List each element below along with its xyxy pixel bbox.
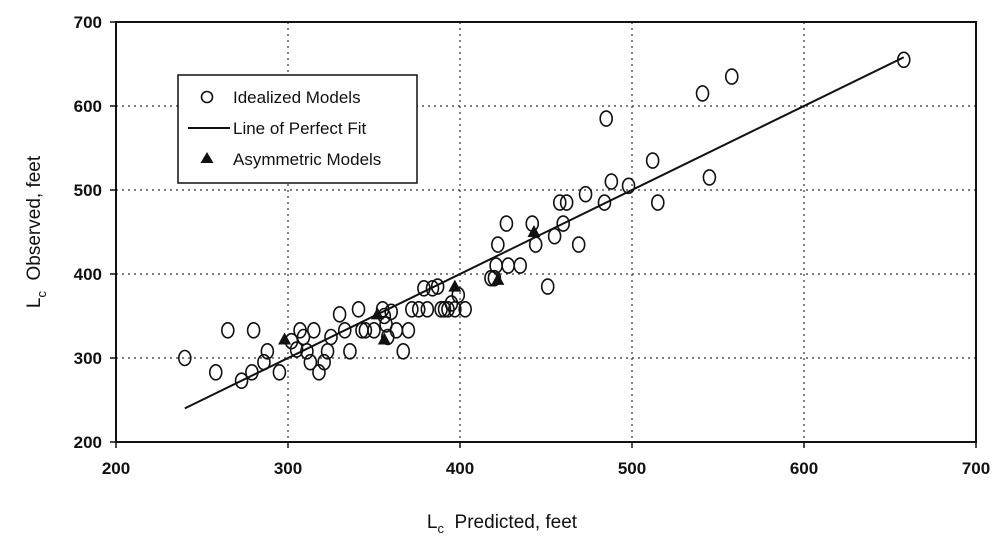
idealized-model-point	[324, 328, 338, 346]
idealized-model-point	[425, 279, 440, 297]
idealized-model-point	[578, 185, 593, 203]
y-tick-label: 700	[74, 13, 102, 32]
idealized-model-point	[702, 169, 717, 186]
idealized-model-point	[337, 321, 352, 339]
idealized-model-point	[411, 300, 426, 318]
asymmetric-model-point	[448, 279, 462, 292]
idealized-model-point	[289, 341, 304, 358]
idealized-model-point	[396, 342, 411, 360]
idealized-model-point	[420, 300, 435, 318]
idealized-model-point	[401, 321, 416, 339]
idealized-model-point	[540, 278, 555, 295]
idealized-model-point	[547, 227, 562, 245]
idealized-model-point	[351, 300, 366, 318]
idealized-model-point	[528, 236, 543, 253]
idealized-model-point	[221, 321, 235, 339]
idealized-model-point	[430, 278, 445, 295]
legend-label-asymmetric: Asymmetric Models	[233, 150, 381, 169]
x-tick-label: 200	[102, 459, 130, 478]
y-axis-label-rest: Observed, feet	[24, 155, 45, 291]
y-tick-label: 200	[74, 433, 102, 452]
idealized-model-point	[332, 306, 347, 323]
idealized-model-point	[599, 110, 614, 127]
idealized-model-point	[501, 257, 515, 274]
x-tick-label: 700	[962, 459, 990, 478]
idealized-model-point	[405, 300, 419, 318]
legend-filled-triangle-marker	[200, 152, 214, 163]
asymmetric-model-point	[278, 332, 292, 345]
asymmetric-model-point	[491, 272, 505, 285]
y-tick-label: 300	[74, 349, 102, 368]
y-tick-label: 600	[74, 97, 102, 116]
idealized-model-point	[300, 342, 314, 360]
y-tick-label: 400	[74, 265, 102, 284]
legend: Idealized Models Line of Perfect Fit Asy…	[177, 74, 418, 184]
x-tick-label: 500	[618, 459, 646, 478]
idealized-model-point	[556, 215, 571, 232]
idealized-model-point	[499, 215, 514, 232]
idealized-model-point	[317, 353, 331, 371]
y-tick-label: 500	[74, 181, 102, 200]
idealized-model-point	[571, 236, 586, 253]
idealized-model-point	[417, 279, 431, 297]
line-of-perfect-fit	[184, 56, 905, 410]
idealized-model-point	[458, 300, 472, 318]
data-points	[178, 51, 911, 389]
idealized-model-point	[367, 321, 381, 339]
idealized-model-point	[272, 363, 287, 381]
idealized-model-point	[645, 152, 660, 169]
idealized-model-point	[260, 342, 275, 360]
idealized-model-point	[389, 321, 404, 339]
grid	[116, 22, 976, 442]
idealized-model-point	[650, 194, 665, 211]
idealized-model-point	[604, 173, 619, 190]
idealized-model-point	[303, 353, 318, 371]
x-tick-label: 300	[274, 459, 302, 478]
asymmetric-model-point	[527, 225, 541, 237]
x-axis-label-sub: c	[438, 521, 445, 536]
idealized-model-point	[245, 363, 259, 381]
x-axis-label-rest: Predicted, feet	[444, 512, 578, 533]
legend-label-perfect-fit: Line of Perfect Fit	[233, 119, 367, 138]
y-axis-label-sub: c	[34, 291, 49, 298]
x-axis-label: Lc Predicted, feet	[427, 512, 578, 536]
x-tick-label: 400	[446, 459, 474, 478]
idealized-model-point	[513, 257, 528, 274]
idealized-model-point	[246, 321, 261, 339]
idealized-model-point	[306, 321, 321, 339]
idealized-model-point	[178, 349, 192, 367]
perfect-fit-line-layer	[184, 56, 905, 410]
idealized-model-point	[552, 194, 567, 211]
x-axis-label-main: L	[427, 512, 438, 533]
idealized-model-point	[437, 300, 452, 318]
idealized-model-point	[621, 177, 636, 195]
plot-area-frame	[115, 21, 977, 443]
idealized-model-point	[234, 372, 249, 389]
idealized-model-point	[896, 51, 911, 69]
idealized-model-point	[559, 194, 574, 211]
idealized-model-point	[597, 194, 612, 211]
legend-label-idealized: Idealized Models	[233, 88, 361, 107]
axis-ticks: 200 300 400 500 600 700 200 300 400 500 600 700	[74, 13, 991, 478]
asymmetric-model-point	[370, 307, 384, 320]
idealized-model-point	[343, 342, 357, 360]
idealized-model-point	[724, 68, 739, 85]
idealized-model-point	[358, 321, 373, 339]
idealized-model-point	[208, 363, 223, 381]
x-tick-label: 600	[790, 459, 818, 478]
asymmetric-model-point	[377, 332, 391, 345]
y-axis-label-main: L	[24, 298, 45, 309]
y-axis-label: Lc Observed, feet	[24, 155, 49, 308]
legend-open-circle-marker	[200, 90, 214, 104]
idealized-model-point	[695, 85, 710, 102]
idealized-model-point	[384, 303, 399, 321]
idealized-model-point	[257, 353, 271, 371]
idealized-model-point	[491, 236, 505, 253]
